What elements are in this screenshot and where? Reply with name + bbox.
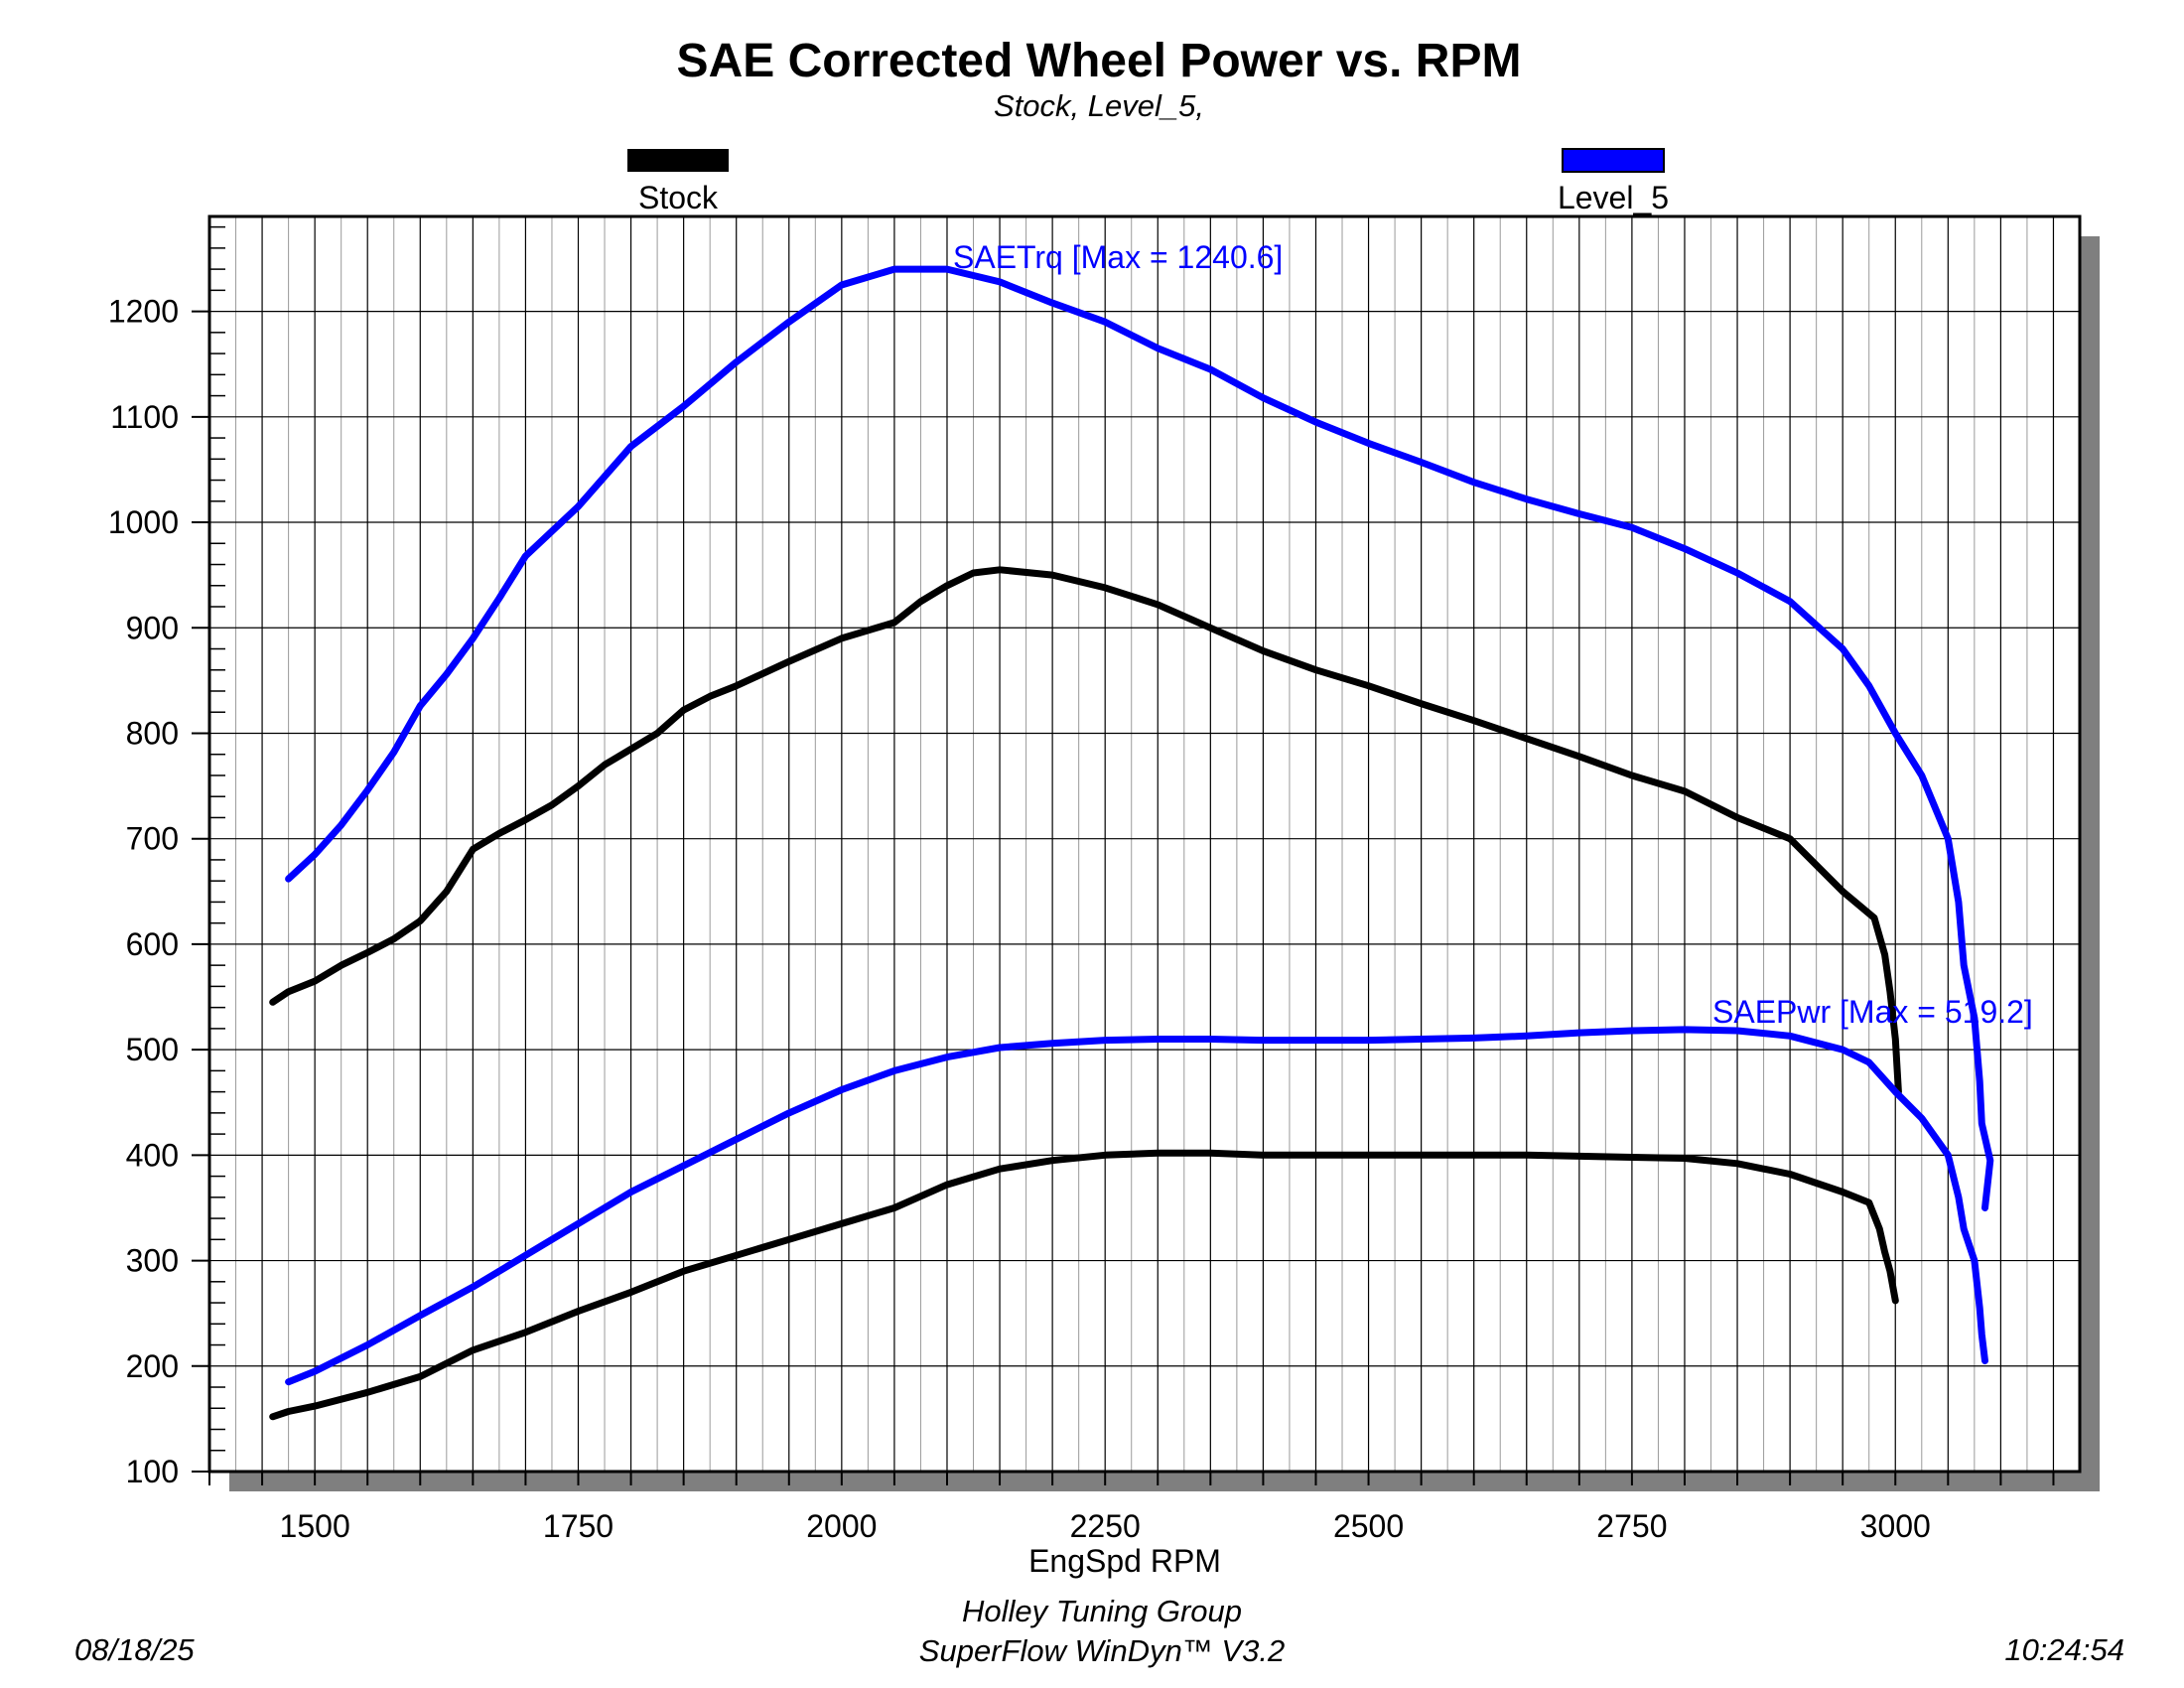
x-tick-label: 2000 <box>806 1508 877 1544</box>
footer-date: 08/18/25 <box>74 1632 195 1667</box>
x-axis-label: EngSpd RPM <box>1028 1543 1221 1579</box>
footer-time: 10:24:54 <box>2004 1632 2124 1667</box>
y-tick-label: 600 <box>126 926 179 962</box>
series-line-1 <box>269 566 1902 1096</box>
x-tick-label: 2750 <box>1596 1508 1667 1544</box>
plot-frame <box>207 214 2082 1474</box>
y-tick-label: 1200 <box>108 294 179 330</box>
y-tick-label: 100 <box>126 1454 179 1489</box>
footer-software: SuperFlow WinDyn™ V3.2 <box>919 1633 1285 1668</box>
chart-subtitle: Stock, Level_5, <box>994 88 1204 123</box>
legend-label-level5: Level_5 <box>1558 180 1669 215</box>
chart-title: SAE Corrected Wheel Power vs. RPM <box>677 35 1522 87</box>
series-line-2 <box>285 1026 1988 1386</box>
x-tick-label: 2500 <box>1333 1508 1404 1544</box>
y-tick-label: 200 <box>126 1348 179 1384</box>
legend-label-stock: Stock <box>638 180 719 215</box>
footer-company: Holley Tuning Group <box>962 1594 1242 1628</box>
y-tick-label: 800 <box>126 715 179 751</box>
minor-grid <box>235 216 2028 1472</box>
series-layer <box>269 265 1994 1421</box>
series-line-0 <box>285 265 1994 1211</box>
power-max-annotation: SAEPwr [Max = 519.2] <box>1712 994 2033 1030</box>
torque-max-annotation: SAETrq [Max = 1240.6] <box>953 239 1283 275</box>
legend-swatch-stock <box>627 149 729 172</box>
tick-marks <box>192 225 2055 1485</box>
y-tick-label: 300 <box>126 1243 179 1279</box>
y-tick-label: 700 <box>126 821 179 857</box>
y-tick-label: 1100 <box>110 399 179 435</box>
x-axis-tick-labels: 1500 1750 2000 2250 2500 2750 3000 <box>280 1508 1931 1544</box>
x-tick-label: 3000 <box>1860 1508 1931 1544</box>
y-tick-label: 500 <box>126 1032 179 1067</box>
legend-swatch-level5 <box>1562 148 1665 173</box>
plot-area <box>209 216 2080 1472</box>
series-line-3 <box>269 1149 1899 1421</box>
x-tick-label: 1750 <box>543 1508 614 1544</box>
x-tick-label: 1500 <box>280 1508 350 1544</box>
y-axis-tick-labels: 100 200 300 400 500 600 700 800 900 1000 1100 1200 <box>108 294 179 1489</box>
y-tick-label: 400 <box>126 1137 179 1173</box>
y-tick-label: 1000 <box>108 504 179 540</box>
x-tick-label: 2250 <box>1070 1508 1141 1544</box>
y-tick-label: 900 <box>126 610 179 645</box>
